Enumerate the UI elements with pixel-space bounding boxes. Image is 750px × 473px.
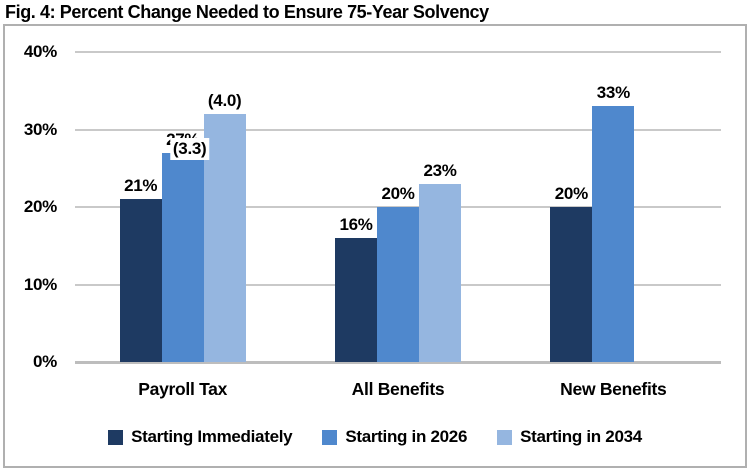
legend-item-starting-in-2026: Starting in 2026 <box>322 427 467 447</box>
legend-label-starting-immediately: Starting Immediately <box>131 427 293 446</box>
bar-overlay-label-starting-in-2026-payroll-tax: (3.3) <box>169 137 210 160</box>
bar-starting-immediately-new-benefits <box>550 207 593 362</box>
y-tick-label-0%: 0% <box>33 352 57 371</box>
legend-swatch-icon-starting-in-2034 <box>497 429 513 445</box>
legend-item-starting-immediately: Starting Immediately <box>108 427 293 447</box>
bar-starting-in-2034-payroll-tax <box>203 114 246 362</box>
legend-swatch-icon-starting-in-2026 <box>322 429 338 445</box>
category-label-all-benefits: All Benefits <box>351 379 445 399</box>
bar-starting-in-2026-new-benefits <box>592 106 635 362</box>
bar-starting-in-2026-all-benefits <box>377 207 419 362</box>
y-tick-label-30%: 30% <box>23 119 57 139</box>
bar-label-starting-in-2034-all-benefits: 23% <box>423 160 457 180</box>
bar-starting-immediately-all-benefits <box>335 238 377 362</box>
bar-label-starting-in-2034-payroll-tax: (4.0) <box>207 91 242 110</box>
y-tick-label-10%: 10% <box>23 274 57 294</box>
legend-item-starting-in-2034: Starting in 2034 <box>497 427 642 447</box>
x-axis-line0% <box>75 361 721 364</box>
category-label-payroll-tax: Payroll Tax <box>138 379 228 399</box>
figure-title: Fig. 4: Percent Change Needed to Ensure … <box>5 2 489 22</box>
bar-label-starting-immediately-payroll-tax: 21% <box>124 176 158 196</box>
chart-area: 0%10%20%30%40%Payroll Tax21%27%(3.3)(4.0… <box>3 24 747 468</box>
bar-label-starting-immediately-all-benefits: 16% <box>339 215 373 234</box>
plot-area: 0%10%20%30%40%Payroll Tax21%27%(3.3)(4.0… <box>5 26 745 466</box>
bar-label-starting-in-2026-new-benefits: 33% <box>596 83 630 103</box>
legend-label-starting-in-2026: Starting in 2026 <box>345 427 468 446</box>
category-label-new-benefits: New Benefits <box>560 379 667 399</box>
chart-legend: Starting Immediately Starting in 2026 Star… <box>5 427 745 447</box>
legend-swatch-icon-starting-immediately <box>108 429 124 445</box>
bar-starting-in-2026-payroll-tax <box>161 152 204 362</box>
gridline-30% <box>75 128 721 131</box>
bar-label-starting-in-2026-all-benefits: 20% <box>381 184 415 203</box>
y-tick-label-40%: 40% <box>23 42 57 61</box>
bar-starting-immediately-payroll-tax <box>119 199 162 362</box>
gridline-40% <box>75 51 721 53</box>
legend-label-starting-in-2034: Starting in 2034 <box>520 427 642 446</box>
bar-label-starting-immediately-new-benefits: 20% <box>554 184 588 203</box>
bar-starting-in-2034-all-benefits <box>419 183 461 362</box>
y-tick-label-20%: 20% <box>23 197 57 216</box>
